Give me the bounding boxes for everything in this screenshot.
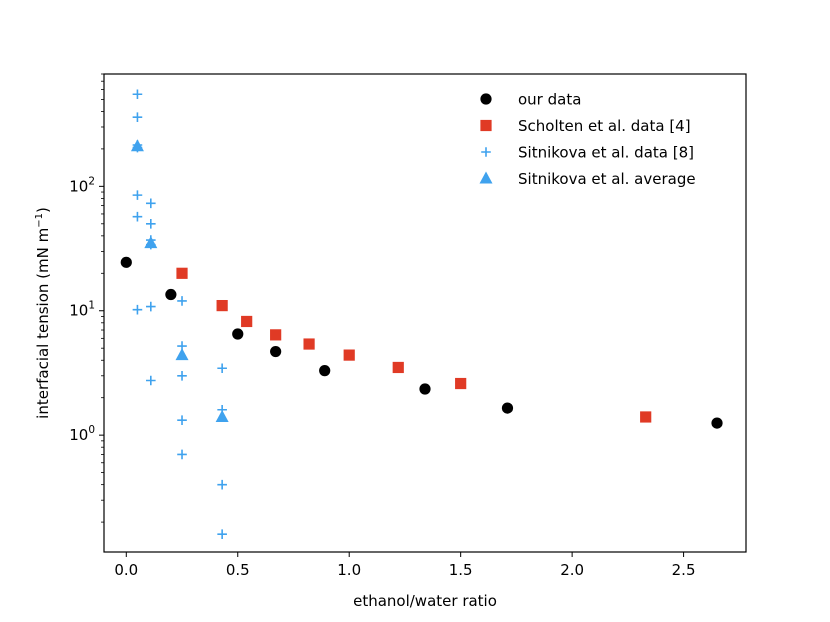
data-point [343,349,355,361]
data-point [146,198,156,209]
data-point [146,218,156,229]
data-point [270,329,282,341]
y-tick-label-base: 10 [69,302,88,320]
data-point [216,299,228,312]
y-tick-label-exponent: 0 [88,424,95,436]
data-point [177,296,187,306]
data-point [419,383,431,395]
data-point [177,449,187,460]
data-point [392,361,404,374]
y-tick-label: 100 [69,424,95,444]
data-point [130,139,144,152]
data-point [217,479,227,490]
data-point [177,415,187,425]
data-point [455,377,467,390]
data-point [132,190,143,200]
legend-marker [480,119,492,132]
data-point [176,267,188,279]
data-point [132,304,143,315]
x-tick-label: 0.5 [226,561,250,579]
y-tick-label-exponent: 2 [88,175,95,187]
data-point [177,370,187,381]
data-point [165,288,177,301]
data-point [640,411,652,423]
series-1 [120,256,723,429]
x-tick-label: 2.0 [560,561,584,579]
legend-marker [481,147,491,157]
x-axis-ticks: 0.0 0.5 1.0 1.5 2.0 2.5 [114,552,696,579]
y-axis-label-close: ) [34,207,52,213]
series-2 [176,267,652,423]
data-point [319,365,331,377]
x-tick-label: 2.5 [672,561,696,579]
data-point [501,402,514,414]
y-tick-label-base: 10 [69,177,88,195]
data-point [120,256,132,268]
y-tick-label-exponent: 1 [88,300,95,312]
series-4 [130,139,229,422]
data-point [303,338,315,350]
y-axis-label-main: interfacial tension (mN m [34,228,52,419]
y-axis-label-exponent: −1 [34,213,45,228]
data-point [144,236,158,249]
legend-label: Sitnikova et al. average [518,170,696,188]
data-point [217,363,227,374]
legend-label: Scholten et al. data [4] [518,117,691,135]
data-point [232,328,244,340]
data-points [120,89,723,539]
legend-label: our data [518,91,581,109]
x-tick-label: 1.0 [337,561,361,579]
y-tick-label: 101 [69,300,95,320]
data-point [132,211,143,222]
data-point [270,345,282,358]
data-point [175,348,189,361]
legend-label: Sitnikova et al. data [8] [518,144,694,162]
plot-area [103,73,747,553]
data-point [132,112,143,122]
data-point [215,409,229,422]
data-point [132,89,143,100]
data-point [217,529,227,539]
data-point [146,375,156,386]
data-point [241,315,253,328]
data-point [711,417,723,429]
y-tick-label-base: 10 [69,426,88,444]
x-tick-label: 0.0 [114,561,138,579]
legend: our data Scholten et al. data [4] Sitnikov… [479,91,696,188]
data-point [146,301,156,312]
x-tick-label: 1.5 [449,561,473,579]
legend-marker [480,93,492,105]
x-axis-label: ethanol/water ratio [353,592,497,610]
legend-marker [479,171,493,184]
y-tick-label: 102 [69,175,95,195]
y-axis-label: interfacial tension (mN m−1) [34,207,52,419]
